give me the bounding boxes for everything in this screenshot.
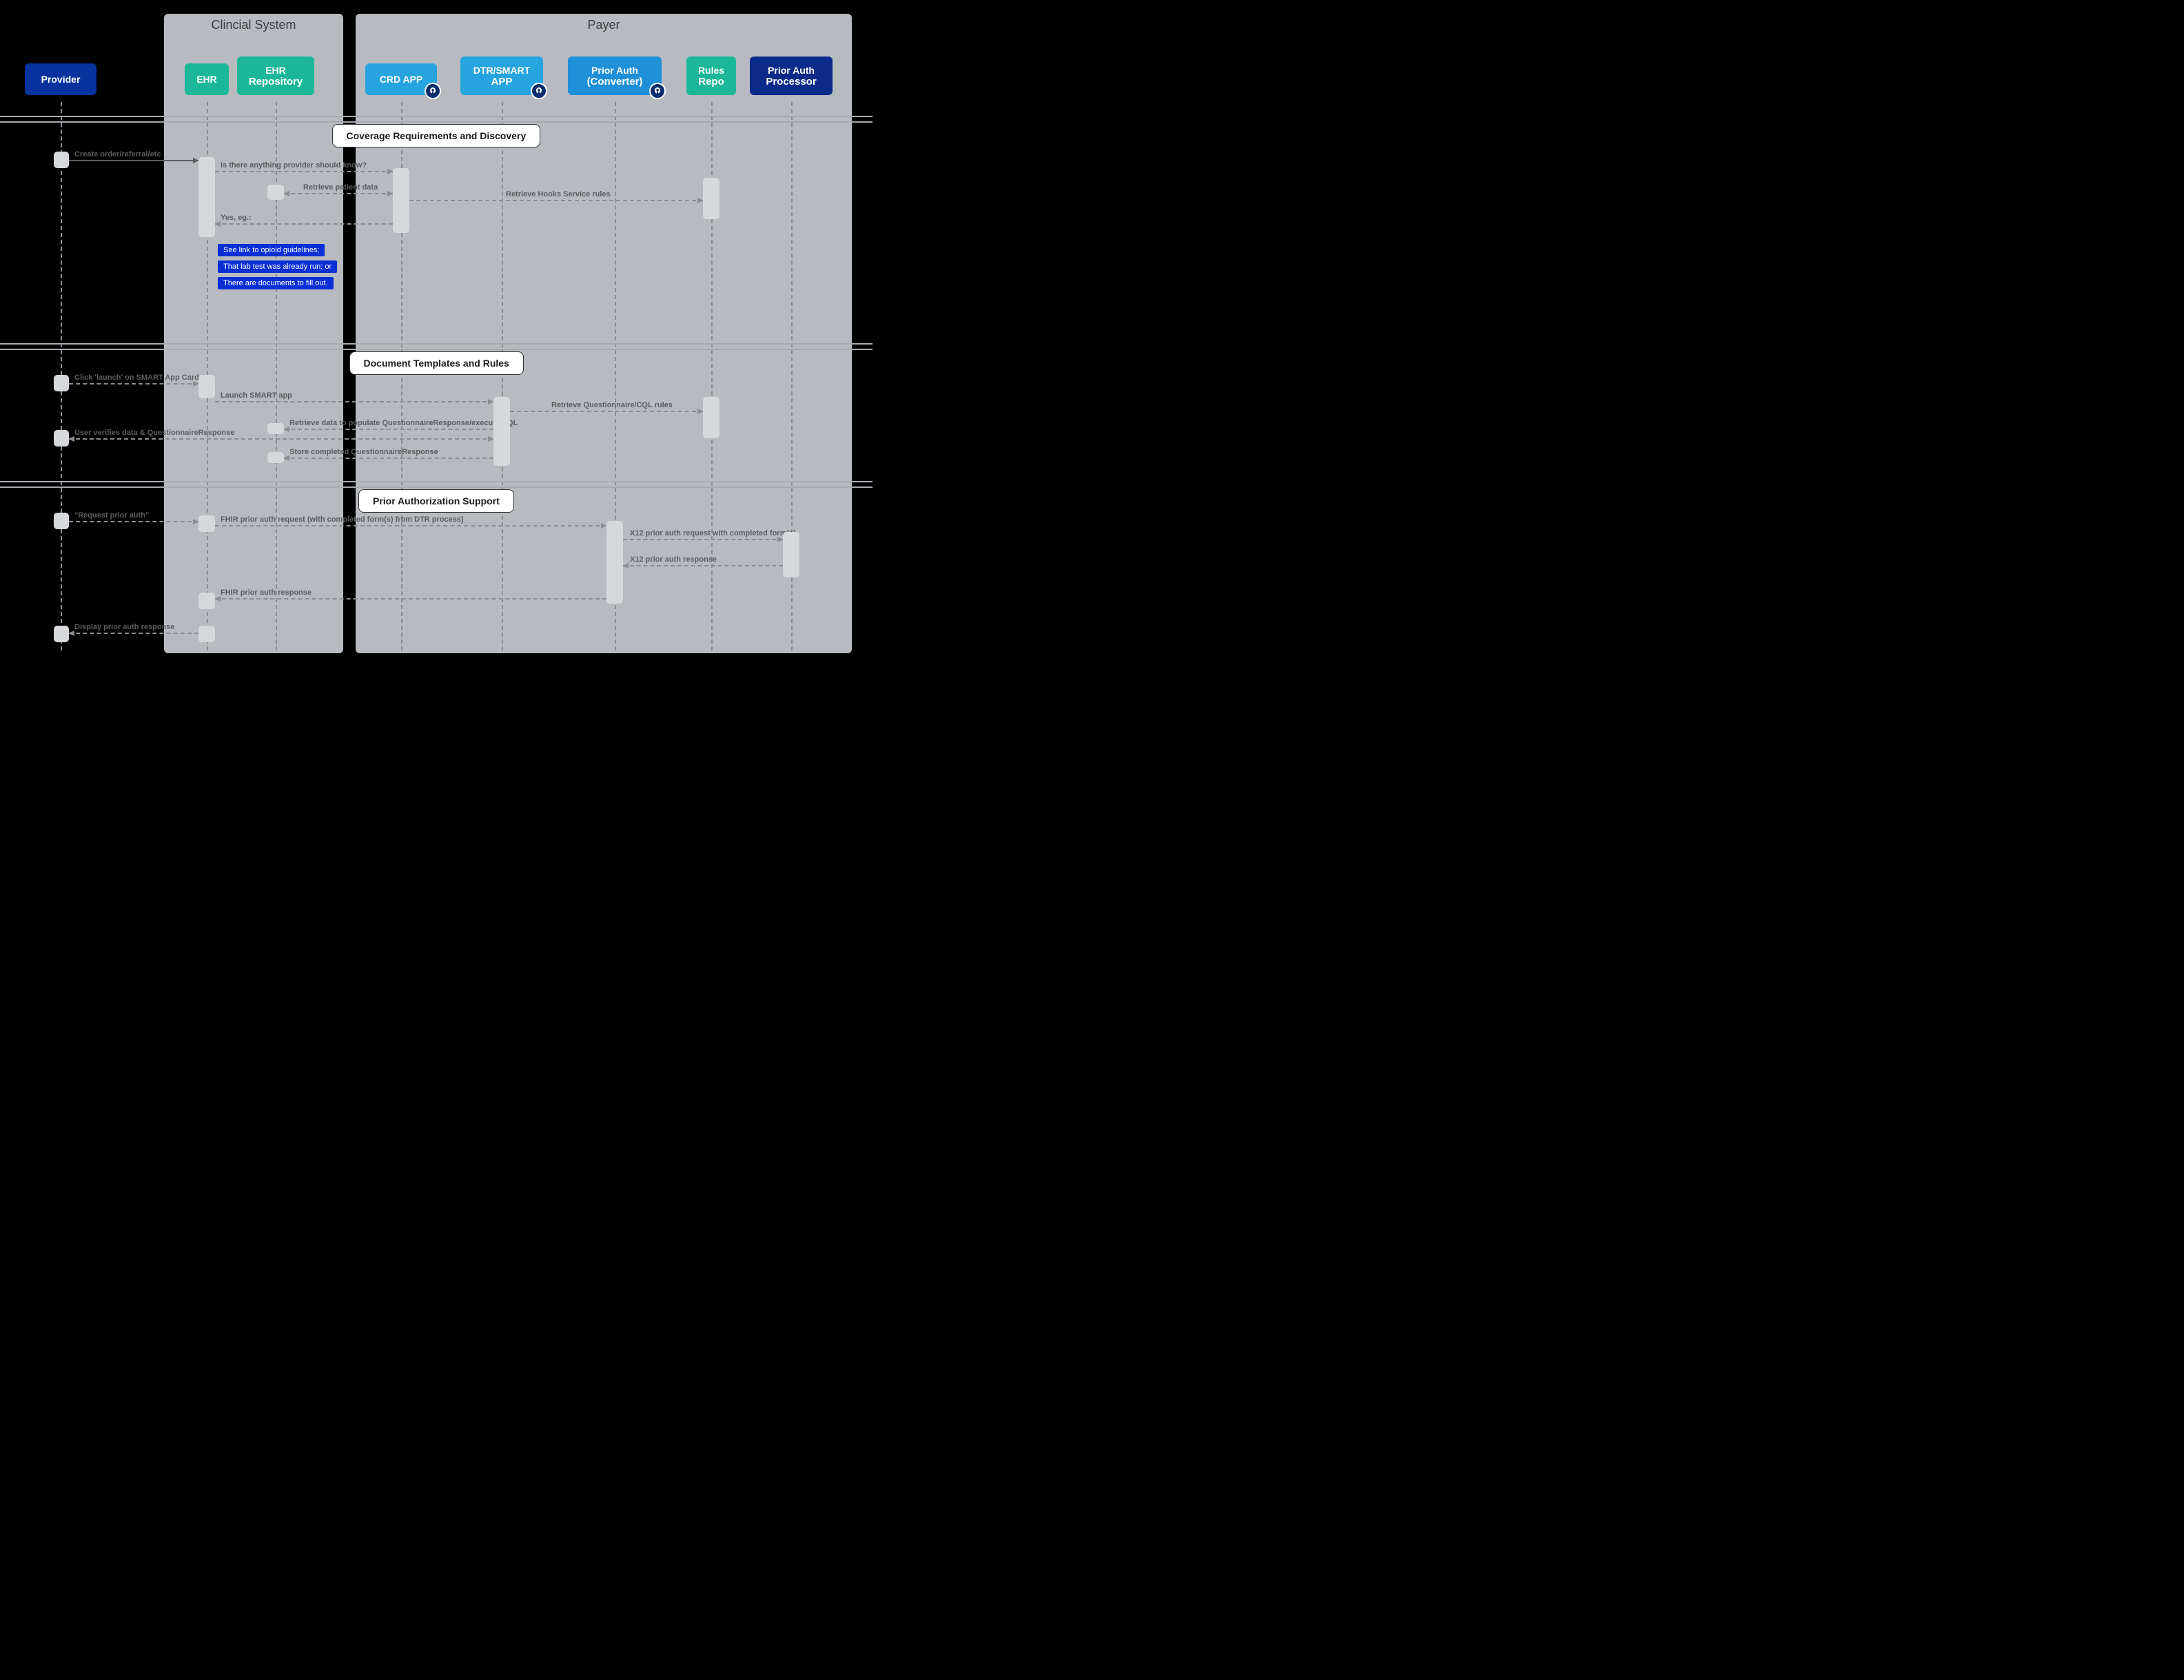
divider-2 [0,481,872,488]
section-title-0: Coverage Requirements and Discovery [332,124,541,147]
activation-ehr-c2 [198,593,215,609]
participant-sublabel-pap: Processor [766,76,816,88]
region-title-clinical: Clincial System [164,18,343,32]
message-label-2: Retrieve patient data [303,183,378,192]
activation-ehr-a1 [198,157,215,237]
message-arrow-4 [215,223,393,225]
message-arrow-2 [284,193,393,194]
activation-prov-c1 [54,513,69,529]
participant-sublabel-rules: Repo [698,76,724,88]
participant-ehrrepo: EHRRepository [237,57,314,95]
message-label-7: Retrieve Questionnaire/CQL rules [551,401,673,409]
participant-rules: RulesRepo [686,57,736,95]
note-card-1: That lab test was already run; or [218,260,337,273]
activation-dtr-b1 [493,397,510,466]
message-label-10: Store completed QuestionnaireResponse [289,448,438,456]
participant-ehr: EHR [185,63,229,95]
message-arrow-13 [623,539,783,540]
message-arrow-3 [409,200,703,201]
message-label-6: Launch SMART app [221,391,292,400]
message-arrow-12 [215,525,606,526]
region-clinical: Clincial System [164,14,343,653]
participant-label-crd: CRD APP [380,74,423,85]
participant-pac: Prior Auth(Converter) [568,57,662,95]
message-label-3: Retrieve Hooks Service rules [506,190,611,198]
participant-sublabel-dtr: APP [473,76,530,88]
region-title-payer: Payer [356,18,852,32]
note-card-0: See link to opioid guidelines; [218,244,325,256]
participant-sublabel-ehrrepo: Repository [249,76,303,88]
message-label-14: X12 prior auth response [630,555,717,564]
lifeline-dtr [502,102,503,651]
activation-pac-c1 [606,521,623,604]
participant-sublabel-pac: (Converter) [587,76,643,88]
section-title-1: Document Templates and Rules [349,351,524,375]
participant-label-rules: Rules [698,65,724,76]
message-arrow-6 [215,401,493,402]
message-arrow-7 [510,411,703,412]
participant-crd: CRD APP [365,63,437,95]
message-arrow-10 [284,458,493,459]
message-arrow-1 [215,171,393,172]
sequence-diagram: Clincial System Payer Create order/referra… [0,0,872,671]
participant-dtr: DTR/SMARTAPP [460,57,543,95]
activation-pap-c1 [783,532,799,577]
participant-label-ehr: EHR [196,74,217,85]
activation-repo-b2 [267,452,284,463]
message-label-4: Yes, eg.: [221,214,252,222]
mulesoft-badge-icon [531,83,547,99]
message-label-15: FHIR prior auth response [221,588,312,597]
participant-label-dtr: DTR/SMART [473,65,530,76]
message-arrow-0 [69,160,198,161]
message-arrow-11 [69,521,198,522]
participant-label-ehrrepo: EHR [249,65,303,76]
message-label-5: Click 'launch' on SMART App Card [74,373,199,382]
message-label-12: FHIR prior auth request (with completed … [221,515,464,524]
message-arrow-8 [284,429,493,430]
activation-rules-a1 [703,178,720,219]
message-label-9: User verifies data & QuestionnaireRespon… [74,429,234,437]
activation-repo-b1 [267,423,284,434]
activation-crd-a1 [393,168,409,233]
message-label-0: Create order/referral/etc [74,150,161,158]
message-arrow-14 [623,565,783,566]
section-title-2: Prior Authorization Support [358,489,514,513]
divider-1 [0,343,872,350]
participant-label-provider: Provider [41,74,81,85]
message-label-13: X12 prior auth request with completed fo… [630,529,796,537]
activation-ehr-c3 [198,626,215,642]
note-card-2: There are documents to fill out. [218,277,334,289]
activation-ehr-b1 [198,375,215,398]
participant-provider: Provider [25,63,96,95]
message-label-1: Is there anything provider should know? [221,161,367,170]
participant-label-pac: Prior Auth [587,65,643,76]
message-arrow-15 [215,598,606,600]
region-payer: Payer [356,14,852,653]
activation-repo-a1 [267,185,284,200]
activation-rules-b1 [703,397,720,438]
activation-prov-b2 [54,430,69,447]
participant-pap: Prior AuthProcessor [750,57,833,95]
mulesoft-badge-icon [649,83,666,99]
message-arrow-5 [69,383,198,385]
message-label-16: Display prior auth response [74,623,174,631]
message-arrow-9 [69,438,493,440]
activation-ehr-c1 [198,515,215,532]
activation-prov-c2 [54,626,69,642]
message-arrow-16 [69,633,198,634]
participant-label-pap: Prior Auth [766,65,816,76]
activation-prov-a1 [54,152,69,168]
activation-prov-b1 [54,375,69,391]
message-label-8: Retrieve data to populate QuestionnaireR… [289,419,518,427]
mulesoft-badge-icon [425,83,441,99]
divider-0 [0,116,872,123]
message-label-11: "Request prior auth" [74,511,149,520]
